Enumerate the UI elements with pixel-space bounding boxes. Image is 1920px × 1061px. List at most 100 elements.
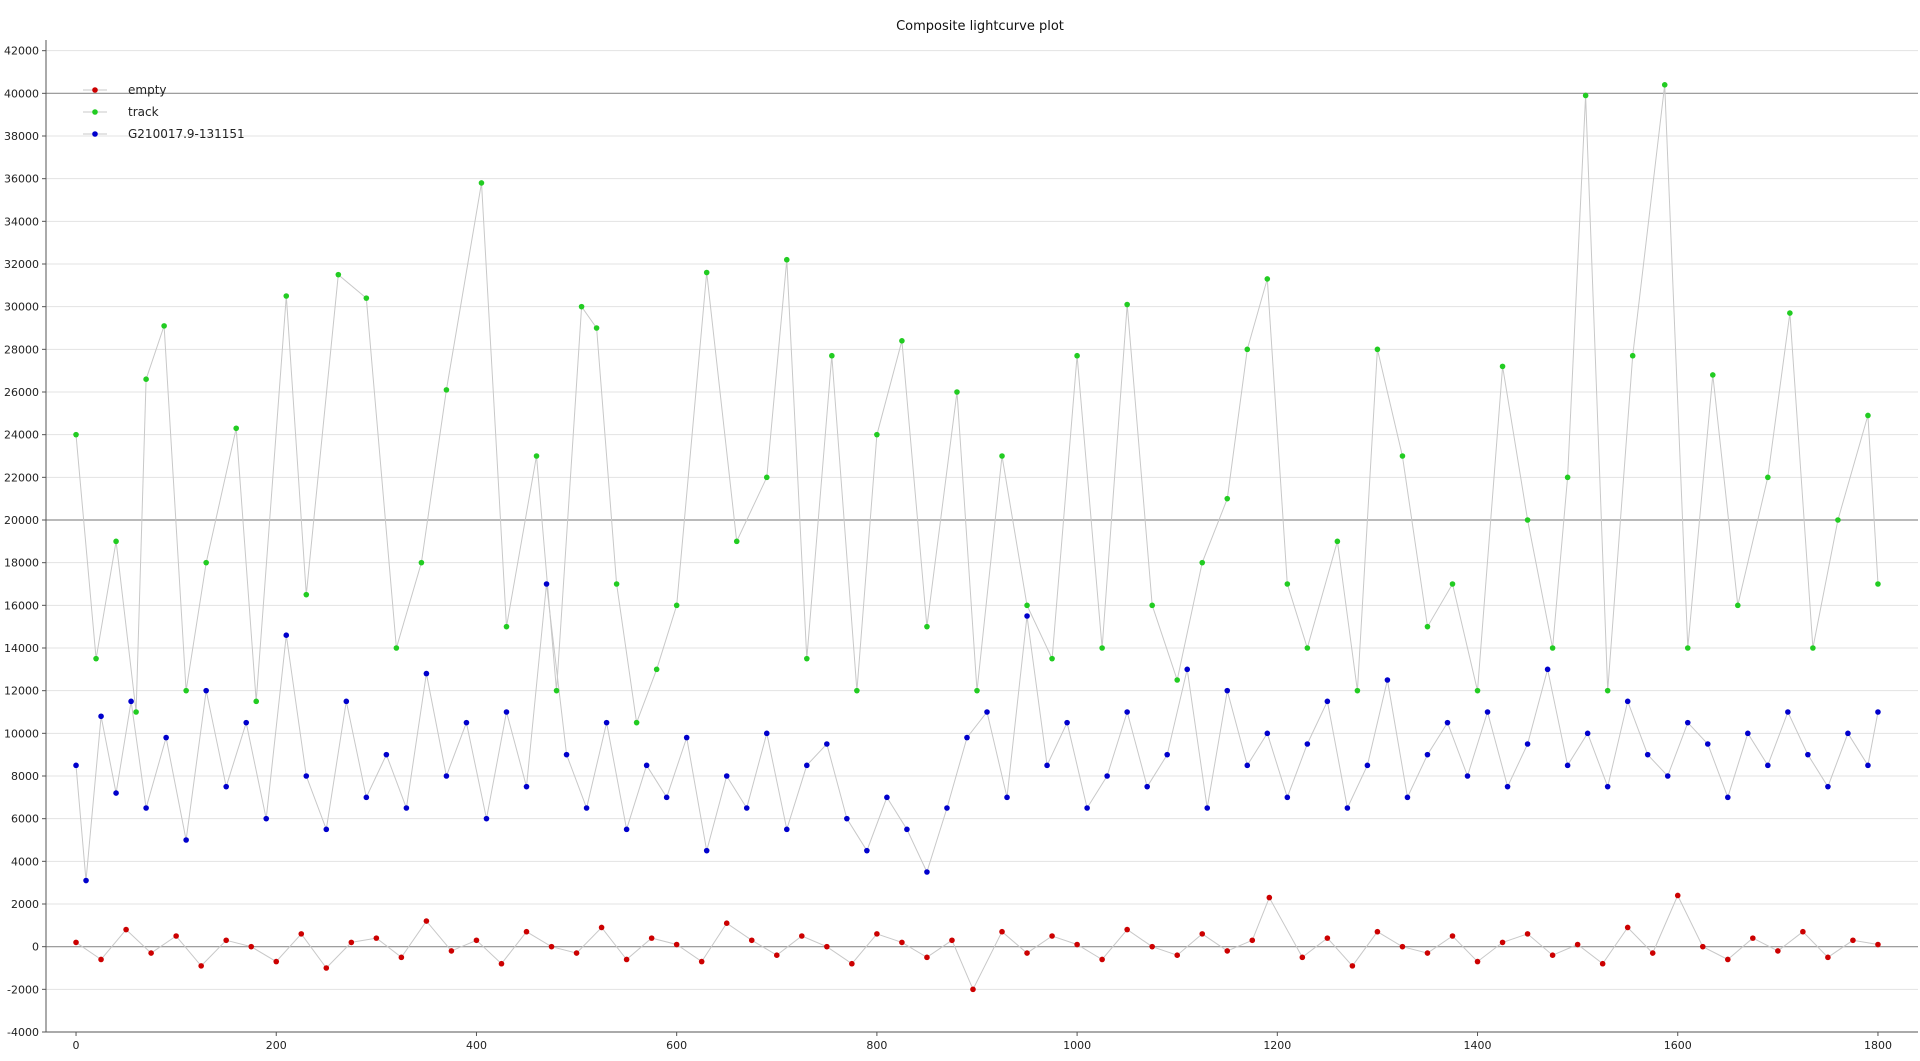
data-point-0 <box>1224 948 1231 954</box>
data-point-0 <box>970 986 976 993</box>
data-point-0 <box>799 933 805 939</box>
data-point-2 <box>924 869 930 875</box>
data-point-1 <box>1424 623 1431 630</box>
data-point-2 <box>1124 709 1130 715</box>
data-point-1 <box>783 256 790 263</box>
data-point-0 <box>248 943 255 950</box>
data-point-2 <box>183 837 189 843</box>
data-point-2 <box>1504 783 1511 790</box>
data-point-1 <box>1354 687 1361 694</box>
data-point-0 <box>373 935 380 941</box>
data-point-2 <box>904 826 910 833</box>
data-point-1 <box>899 338 905 344</box>
data-point-1 <box>1244 346 1251 353</box>
data-point-1 <box>999 453 1005 459</box>
data-point-2 <box>1845 730 1851 737</box>
legend-label: G210017.9-131151 <box>128 127 245 141</box>
x-tick-label: 200 <box>266 1039 287 1052</box>
y-tick-label: 32000 <box>4 258 39 271</box>
data-point-2 <box>203 687 209 694</box>
y-tick-label: -2000 <box>7 983 39 996</box>
data-point-1 <box>253 698 260 705</box>
data-point-1 <box>161 323 167 329</box>
data-point-2 <box>503 709 510 715</box>
data-point-2 <box>303 773 310 779</box>
data-point-1 <box>593 325 600 331</box>
data-point-2 <box>703 847 710 854</box>
y-tick-label: 42000 <box>4 45 39 58</box>
legend-label: track <box>128 105 159 119</box>
data-point-1 <box>1875 581 1881 587</box>
data-point-2 <box>643 762 650 769</box>
data-point-2 <box>884 794 890 801</box>
data-point-0 <box>1649 950 1656 956</box>
data-point-2 <box>1704 741 1711 747</box>
data-point-2 <box>543 581 550 587</box>
data-point-2 <box>964 734 970 741</box>
data-point-1 <box>1174 677 1181 683</box>
data-point-2 <box>363 794 370 801</box>
data-point-2 <box>743 805 750 811</box>
data-point-1 <box>303 591 310 598</box>
y-tick-label: 6000 <box>11 813 39 826</box>
data-point-2 <box>443 773 450 779</box>
data-point-2 <box>1484 709 1491 715</box>
data-point-2 <box>563 751 570 758</box>
data-point-0 <box>1474 958 1481 965</box>
data-point-2 <box>1244 762 1251 769</box>
data-point-0 <box>1049 933 1055 939</box>
y-tick-label: 20000 <box>4 514 39 527</box>
data-point-0 <box>1750 935 1756 941</box>
data-point-0 <box>348 939 355 946</box>
data-point-2 <box>1544 666 1551 673</box>
grid-layer <box>46 40 1918 1033</box>
data-point-0 <box>1499 939 1506 946</box>
data-point-0 <box>323 965 330 971</box>
data-point-1 <box>183 687 189 694</box>
axes-layer: -4000-2000020004000600080001000012000140… <box>4 40 1918 1052</box>
data-point-2 <box>143 805 149 811</box>
data-point-2 <box>243 719 250 726</box>
data-point-1 <box>1787 310 1793 316</box>
data-point-1 <box>1149 602 1155 609</box>
data-point-2 <box>1664 773 1671 779</box>
data-point-2 <box>1745 730 1751 737</box>
data-point-2 <box>1304 741 1311 747</box>
data-point-0 <box>423 918 430 924</box>
data-point-0 <box>548 943 555 950</box>
data-point-1 <box>233 425 240 432</box>
data-point-0 <box>473 937 480 944</box>
y-tick-label: 22000 <box>4 471 39 484</box>
x-tick-label: 1200 <box>1263 1039 1291 1052</box>
data-point-0 <box>1424 950 1431 956</box>
data-point-1 <box>1835 517 1841 523</box>
data-point-2 <box>1875 709 1881 715</box>
data-point-2 <box>1765 762 1771 769</box>
data-point-2 <box>1604 783 1611 790</box>
data-point-0 <box>1775 948 1781 954</box>
data-point-1 <box>1629 352 1636 359</box>
y-tick-label: 10000 <box>4 727 39 740</box>
data-point-1 <box>1099 645 1105 651</box>
data-point-2 <box>804 762 810 769</box>
data-point-1 <box>335 271 342 278</box>
data-point-2 <box>1564 762 1571 769</box>
data-point-2 <box>463 719 470 726</box>
data-point-0 <box>273 958 280 965</box>
data-point-2 <box>483 815 490 822</box>
data-point-2 <box>323 826 330 833</box>
data-point-0 <box>1024 950 1030 956</box>
y-tick-label: 28000 <box>4 343 39 356</box>
data-point-2 <box>1064 719 1070 726</box>
data-point-1 <box>1049 655 1055 662</box>
data-point-2 <box>1324 698 1331 705</box>
data-point-2 <box>523 783 530 790</box>
data-point-1 <box>533 453 540 459</box>
data-point-1 <box>1810 645 1816 651</box>
data-point-1 <box>503 623 510 630</box>
data-point-2 <box>723 773 730 779</box>
x-tick-label: 1800 <box>1864 1039 1892 1052</box>
data-point-1 <box>113 538 119 545</box>
data-point-2 <box>1444 719 1451 726</box>
